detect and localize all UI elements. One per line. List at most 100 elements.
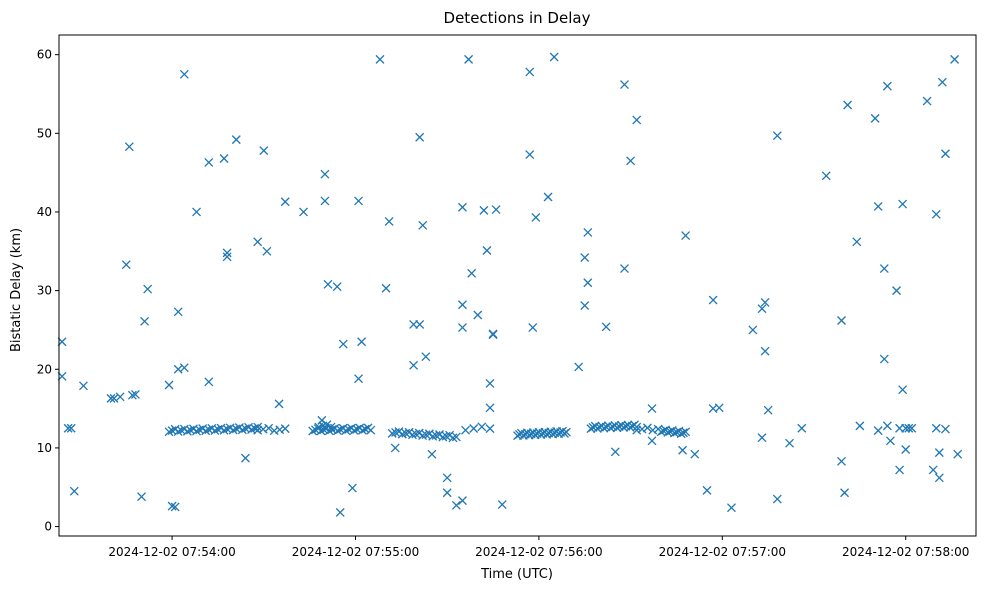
data-point [326,422,336,432]
x-tick-label: 2024-12-02 07:55:00 [292,545,419,559]
data-point [642,423,652,433]
data-point [140,316,150,326]
data-point [772,494,782,504]
data-point [620,264,629,274]
y-tick-label: 40 [37,205,52,219]
data-point [344,424,354,434]
data-point [461,425,470,435]
data-point [173,427,183,437]
data-point [485,403,495,413]
data-point [619,423,629,432]
data-point [390,443,400,453]
data-point [690,449,700,459]
data-point [253,237,263,247]
data-point [341,426,351,436]
data-point [882,81,892,91]
data-point [280,424,290,434]
data-point [332,282,342,292]
data-point [360,424,370,434]
data-point [937,77,947,87]
data-point [852,237,862,247]
x-tick-label: 2024-12-02 07:56:00 [475,545,602,559]
data-point [882,421,892,431]
data-point [323,279,333,289]
data-point [873,201,883,211]
data-point [898,385,908,395]
data-point [354,374,364,384]
data-point [525,150,535,160]
data-point [222,252,232,262]
data-point [904,423,914,433]
data-point [583,278,593,288]
data-point [264,423,274,433]
data-point [179,363,189,373]
data-point [240,453,250,463]
data-point [222,248,232,258]
data-point [892,286,901,296]
x-tick-label: 2024-12-02 07:54:00 [108,545,235,559]
data-point [411,429,421,439]
data-point [354,196,364,206]
data-point [561,427,571,437]
data-point [106,393,116,403]
data-point [757,433,767,443]
y-axis-label: Bistatic Delay (km) [9,228,24,352]
data-point [543,192,553,202]
data-point [479,205,489,215]
data-point [164,380,174,390]
data-point [69,486,79,496]
data-point [127,390,137,400]
data-point [873,426,883,436]
data-point [421,430,431,440]
data-point [931,209,941,219]
data-point [173,364,183,374]
data-point [415,132,425,142]
data-point [219,425,229,435]
data-point [458,300,467,310]
data-point [907,423,917,433]
data-point [427,449,437,459]
data-point [409,360,419,370]
data-point [837,456,846,466]
data-point [488,330,498,340]
data-point [485,378,495,388]
data-point [549,52,559,62]
data-point [115,392,125,402]
data-point [357,337,367,347]
data-point [130,389,140,399]
x-tick-label: 2024-12-02 07:57:00 [659,545,786,559]
data-point [320,169,330,179]
data-point [840,488,850,498]
data-point [953,449,963,459]
data-point [940,149,950,159]
data-point [934,448,944,458]
data-point [678,428,688,438]
data-point [204,377,214,387]
y-tick-label: 30 [37,284,52,298]
data-point [124,142,134,152]
data-point [928,465,938,475]
data-point [797,423,807,433]
data-point [678,445,688,455]
data-point [528,323,538,333]
data-point [637,424,647,434]
data-point [349,425,359,435]
data-point [491,205,501,215]
data-point [347,483,357,493]
data-point [418,220,428,230]
data-point [586,424,596,434]
data-point [262,246,272,256]
data-point [441,431,451,441]
data-point [482,246,492,255]
data-point [448,433,458,443]
data-point [231,135,241,145]
data-point [497,500,507,509]
data-point [647,404,657,414]
data-point [580,253,590,263]
data-point [167,501,177,511]
data-point [322,420,332,430]
data-point [458,496,467,506]
y-tick-label: 20 [37,362,52,376]
data-point [397,429,407,439]
data-point [204,157,214,167]
